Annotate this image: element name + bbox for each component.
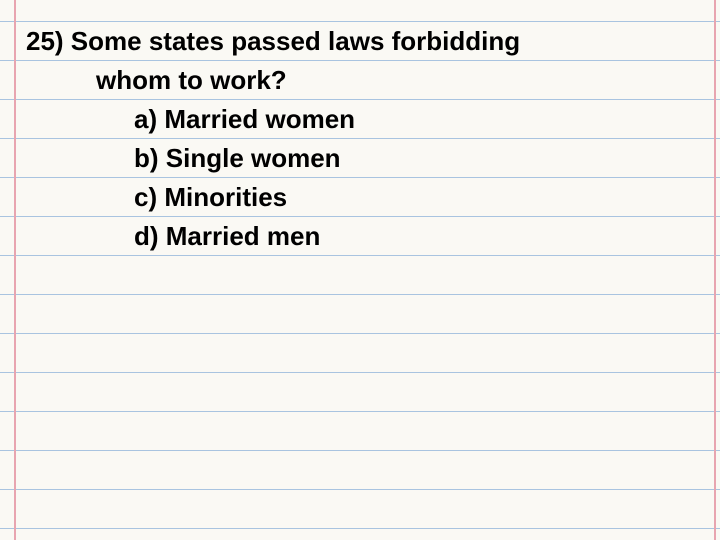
lined-paper: 25) Some states passed laws forbidding w…: [0, 0, 720, 540]
option-c: c) Minorities: [26, 178, 720, 217]
option-d: d) Married men: [26, 217, 720, 256]
option-a: a) Married women: [26, 100, 720, 139]
question-text-line-2: whom to work?: [26, 61, 720, 100]
option-b: b) Single women: [26, 139, 720, 178]
question-text-line-1: 25) Some states passed laws forbidding: [26, 22, 720, 61]
question-block: 25) Some states passed laws forbidding w…: [0, 0, 720, 256]
